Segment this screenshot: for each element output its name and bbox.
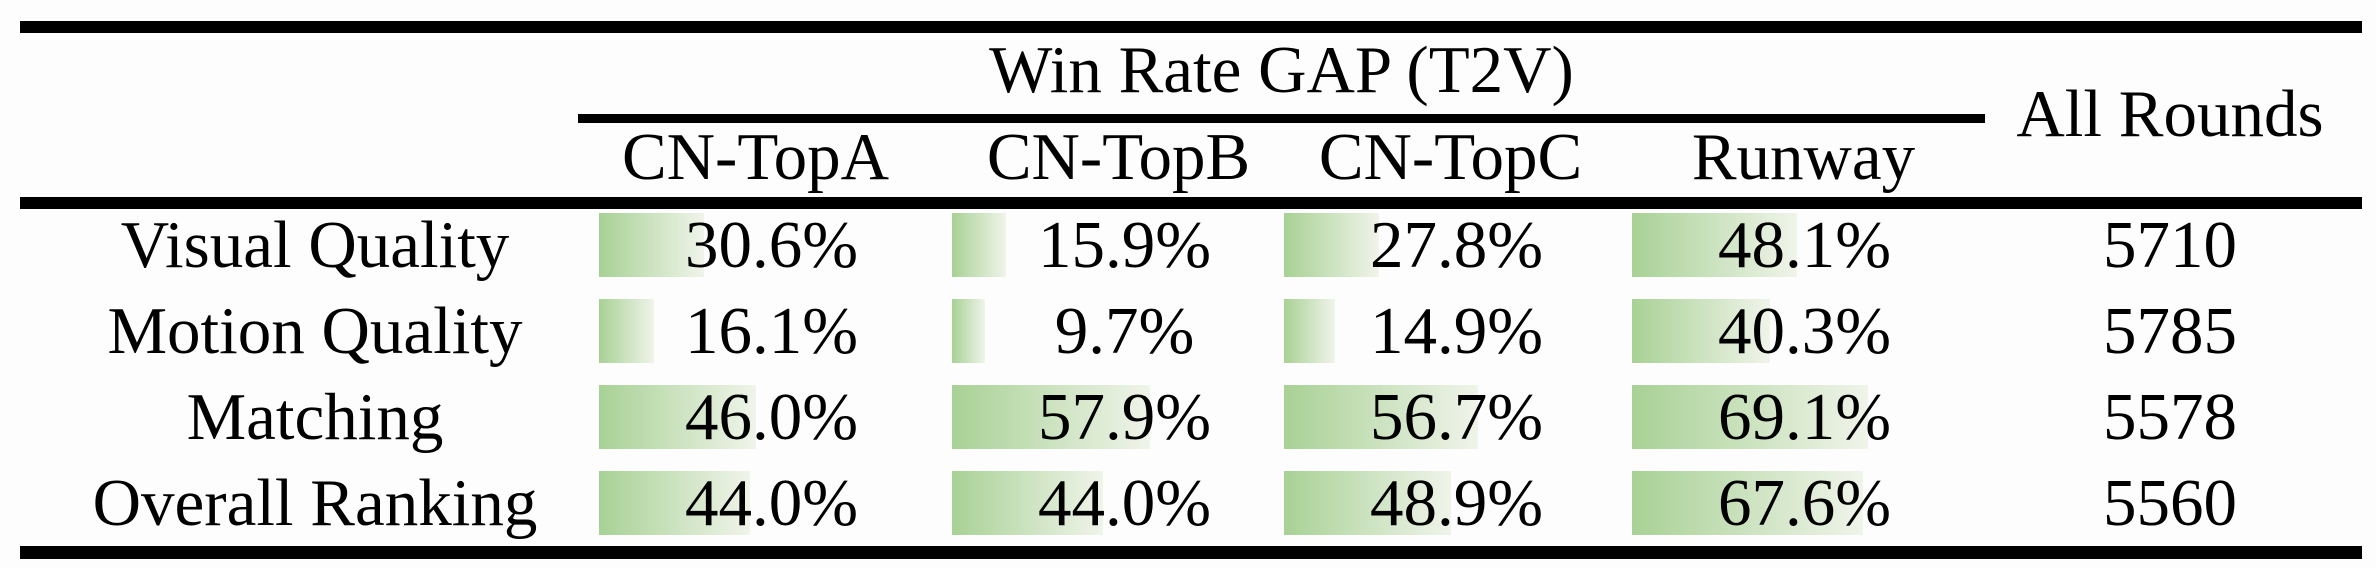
row-label: Visual Quality [120, 208, 510, 282]
win-rate-value: 40.3% [1717, 294, 1892, 368]
win-rate-bar [599, 213, 704, 277]
value-cell-runway: 69.1% [1632, 380, 1977, 454]
column-header-all-rounds: All Rounds [2016, 77, 2324, 151]
win-rate-bar [1284, 471, 1452, 535]
column-header-cn-topb: CN-TopB [986, 120, 1251, 194]
value-cell-cn-topa: 44.0% [599, 466, 944, 540]
win-rate-bar [599, 299, 655, 363]
value-cell-cn-topa: 16.1% [599, 294, 944, 368]
column-header-cn-topa: CN-TopA [621, 120, 890, 194]
win-rate-bar [952, 471, 1103, 535]
win-rate-bar [1284, 213, 1380, 277]
value-cell-cn-topb: 15.9% [952, 208, 1297, 282]
win-rate-bar [1284, 299, 1335, 363]
win-rate-bar [1632, 385, 1869, 449]
group-header-underline-rule [578, 114, 1985, 123]
win-rate-value: 57.9% [1037, 380, 1212, 454]
win-rate-bar [952, 213, 1007, 277]
win-rate-value: 15.9% [1037, 208, 1212, 282]
value-cell-runway: 67.6% [1632, 466, 1977, 540]
win-rate-value: 14.9% [1369, 294, 1544, 368]
row-label: Overall Ranking [92, 466, 538, 540]
win-rate-value: 67.6% [1717, 466, 1892, 540]
win-rate-value: 16.1% [684, 294, 859, 368]
win-rate-value: 9.7% [1054, 294, 1195, 368]
win-rate-value: 48.1% [1717, 208, 1892, 282]
all-rounds-value: 5578 [2103, 380, 2237, 454]
value-cell-cn-topc: 27.8% [1284, 208, 1629, 282]
value-cell-cn-topb: 44.0% [952, 466, 1297, 540]
value-cell-cn-topa: 46.0% [599, 380, 944, 454]
row-label: Matching [186, 380, 444, 454]
all-rounds-value: 5785 [2103, 294, 2237, 368]
win-rate-value: 46.0% [684, 380, 859, 454]
win-rate-bar [952, 385, 1150, 449]
row-label: Motion Quality [107, 294, 523, 368]
all-rounds-value: 5560 [2103, 466, 2237, 540]
value-cell-cn-topc: 14.9% [1284, 294, 1629, 368]
value-cell-runway: 40.3% [1632, 294, 1977, 368]
win-rate-value: 30.6% [684, 208, 859, 282]
value-cell-cn-topb: 9.7% [952, 294, 1297, 368]
win-rate-bar [1284, 385, 1478, 449]
all-rounds-value: 5710 [2103, 208, 2237, 282]
value-cell-runway: 48.1% [1632, 208, 1977, 282]
win-rate-value: 44.0% [1037, 466, 1212, 540]
win-rate-bar [1632, 471, 1864, 535]
win-rate-value: 48.9% [1369, 466, 1544, 540]
win-rate-bar [952, 299, 986, 363]
win-rate-bar [599, 385, 757, 449]
value-cell-cn-topc: 56.7% [1284, 380, 1629, 454]
value-cell-cn-topc: 48.9% [1284, 466, 1629, 540]
win-rate-bar [1632, 213, 1797, 277]
win-rate-value: 69.1% [1717, 380, 1892, 454]
win-rate-value: 56.7% [1369, 380, 1544, 454]
group-header-win-rate-gap: Win Rate GAP (T2V) [989, 33, 1574, 107]
win-rate-bar [1632, 299, 1770, 363]
win-rate-value: 27.8% [1369, 208, 1544, 282]
table-top-rule [20, 21, 2362, 33]
win-rate-value: 44.0% [684, 466, 859, 540]
column-header-runway: Runway [1691, 120, 1916, 194]
value-cell-cn-topa: 30.6% [599, 208, 944, 282]
win-rate-bar [599, 471, 750, 535]
table-bottom-rule [20, 546, 2362, 559]
value-cell-cn-topb: 57.9% [952, 380, 1297, 454]
header-bottom-rule [20, 197, 2362, 209]
column-header-cn-topc: CN-TopC [1318, 120, 1583, 194]
